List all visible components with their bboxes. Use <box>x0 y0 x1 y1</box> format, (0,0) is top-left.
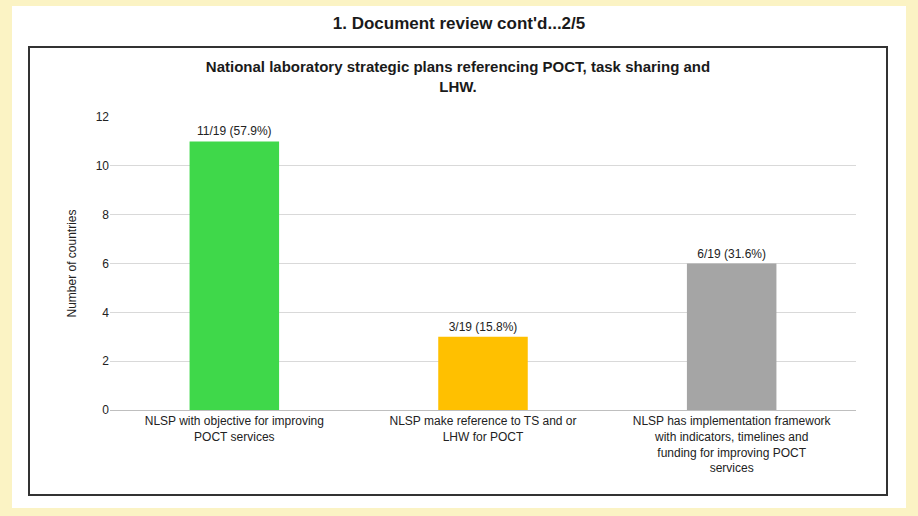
svg-text:0: 0 <box>102 403 109 417</box>
svg-text:8: 8 <box>102 208 109 222</box>
svg-text:NLSP has implementation framew: NLSP has implementation frameworkwith in… <box>633 414 832 475</box>
svg-text:2: 2 <box>102 354 109 368</box>
svg-text:Number of countries: Number of countries <box>65 209 79 317</box>
svg-text:10: 10 <box>96 159 110 173</box>
svg-text:6/19 (31.6%): 6/19 (31.6%) <box>697 247 766 261</box>
svg-text:4: 4 <box>102 306 109 320</box>
svg-text:11/19 (57.9%): 11/19 (57.9%) <box>197 124 272 138</box>
svg-text:6: 6 <box>102 257 109 271</box>
svg-text:National laboratory strategic: National laboratory strategic plans refe… <box>206 58 710 95</box>
svg-text:12: 12 <box>96 110 110 124</box>
svg-text:NLSP make reference to TS and: NLSP make reference to TS and orLHW for … <box>390 414 577 444</box>
html-text:1. Document review cont'd...2/: 1. Document review cont'd...2/5 <box>332 14 586 33</box>
svg-text:NLSP with objective for improv: NLSP with objective for improvingPOCT se… <box>145 414 324 444</box>
svg-text:3/19 (15.8%): 3/19 (15.8%) <box>449 320 518 334</box>
